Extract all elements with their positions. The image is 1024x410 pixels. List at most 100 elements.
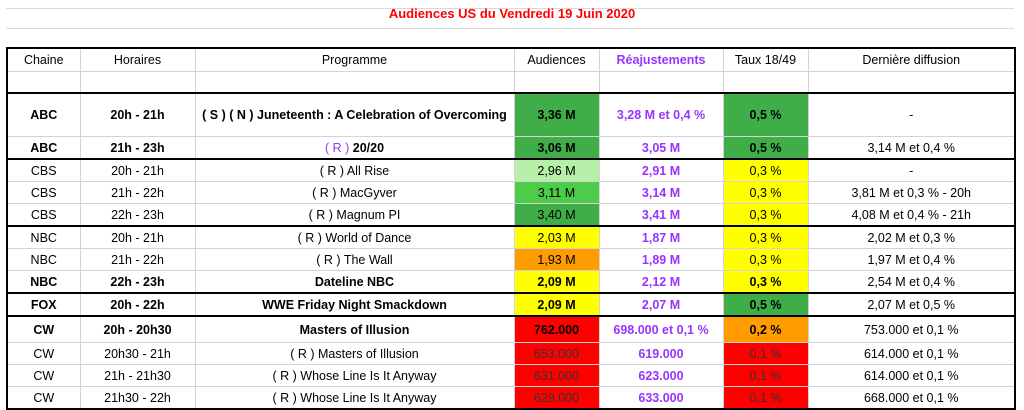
cell-derniere: 2,02 M et 0,3 % — [807, 225, 1016, 249]
cell-taux: 0,3 % — [722, 248, 809, 271]
cell-reajustements: 1,87 M — [598, 225, 724, 249]
table-row: NBC 22h - 23h Dateline NBC 2,09 M 2,12 M… — [6, 270, 1016, 294]
cell-audiences: 653.000 — [513, 342, 600, 365]
cell-reajustements: 1,89 M — [598, 248, 724, 271]
header-reajustements: Réajustements — [598, 47, 724, 72]
cell-audiences: 3,11 M — [513, 181, 600, 204]
cell-derniere: 3,81 M et 0,3 % - 20h — [807, 181, 1016, 204]
cell-programme: ( R ) Magnum PI — [194, 203, 515, 227]
cell-reajustements: 3,28 M et 0,4 % — [598, 92, 724, 137]
cell-chaine: ABC — [6, 92, 81, 137]
audience-table: Chaine Horaires Programme Audiences Réaj… — [6, 47, 1016, 410]
header-horaires: Horaires — [79, 47, 196, 72]
cell-derniere: - — [807, 92, 1016, 137]
header-chaine: Chaine — [6, 47, 81, 72]
cell-programme: ( R ) MacGyver — [194, 181, 515, 204]
cell-programme: ( R ) 20/20 — [194, 136, 515, 160]
cell-chaine: CW — [6, 364, 81, 387]
cell-audiences: 3,06 M — [513, 136, 600, 160]
cell-taux: 0,1 % — [722, 386, 809, 410]
cell-horaires: 22h - 23h — [79, 270, 196, 294]
cell-chaine: CW — [6, 342, 81, 365]
cell-taux: 0,1 % — [722, 364, 809, 387]
cell-programme: Masters of Illusion — [194, 315, 515, 343]
cell-horaires: 20h - 21h — [79, 92, 196, 137]
table-row: NBC 21h - 22h ( R ) The Wall 1,93 M 1,89… — [6, 248, 1016, 271]
cell-taux: 0,3 % — [722, 225, 809, 249]
cell-horaires: 20h30 - 21h — [79, 342, 196, 365]
cell-horaires: 20h - 22h — [79, 292, 196, 317]
cell-derniere: 3,14 M et 0,4 % — [807, 136, 1016, 160]
table-row: CBS 21h - 22h ( R ) MacGyver 3,11 M 3,14… — [6, 181, 1016, 204]
cell-reajustements: 2,07 M — [598, 292, 724, 317]
cell-reajustements: 3,05 M — [598, 136, 724, 160]
cell-reajustements: 698.000 et 0,1 % — [598, 315, 724, 343]
cell-programme: ( R ) All Rise — [194, 158, 515, 182]
cell-reajustements: 2,91 M — [598, 158, 724, 182]
table-row: ABC 20h - 21h ( S ) ( N ) Juneteenth : A… — [6, 92, 1016, 137]
cell-programme: ( R ) The Wall — [194, 248, 515, 271]
cell-audiences: 629.000 — [513, 386, 600, 410]
cell-reajustements: 2,12 M — [598, 270, 724, 294]
cell-programme: Dateline NBC — [194, 270, 515, 294]
sheet-gridlines — [6, 0, 1014, 48]
header-derniere-diffusion: Dernière diffusion — [807, 47, 1016, 72]
cell-chaine: CBS — [6, 158, 81, 182]
cell-taux: 0,3 % — [722, 203, 809, 227]
table-row: CBS 20h - 21h ( R ) All Rise 2,96 M 2,91… — [6, 158, 1016, 182]
cell-taux: 0,2 % — [722, 315, 809, 343]
cell-horaires: 21h - 21h30 — [79, 364, 196, 387]
table-row: CBS 22h - 23h ( R ) Magnum PI 3,40 M 3,4… — [6, 203, 1016, 227]
cell-chaine: CBS — [6, 203, 81, 227]
spacer-row — [6, 71, 1016, 94]
cell-reajustements: 3,14 M — [598, 181, 724, 204]
cell-derniere: 668.000 et 0,1 % — [807, 386, 1016, 410]
cell-programme: ( R ) Masters of Illusion — [194, 342, 515, 365]
cell-programme: ( R ) Whose Line Is It Anyway — [194, 386, 515, 410]
cell-derniere: 2,54 M et 0,4 % — [807, 270, 1016, 294]
table-row: CW 21h - 21h30 ( R ) Whose Line Is It An… — [6, 364, 1016, 387]
cell-chaine: NBC — [6, 270, 81, 294]
cell-chaine: CW — [6, 315, 81, 343]
cell-horaires: 20h - 21h — [79, 158, 196, 182]
cell-reajustements: 619.000 — [598, 342, 724, 365]
cell-horaires: 21h - 22h — [79, 181, 196, 204]
cell-reajustements: 633.000 — [598, 386, 724, 410]
cell-audiences: 3,36 M — [513, 92, 600, 137]
table-row: ABC 21h - 23h ( R ) 20/20 3,06 M 3,05 M … — [6, 136, 1016, 160]
cell-taux: 0,3 % — [722, 270, 809, 294]
cell-audiences: 762.000 — [513, 315, 600, 343]
table-row: CW 20h - 20h30 Masters of Illusion 762.0… — [6, 315, 1016, 343]
programme-title: 20/20 — [352, 140, 385, 155]
cell-audiences: 631.000 — [513, 364, 600, 387]
cell-horaires: 21h - 23h — [79, 136, 196, 160]
cell-reajustements: 3,41 M — [598, 203, 724, 227]
table-row: CW 20h30 - 21h ( R ) Masters of Illusion… — [6, 342, 1016, 365]
cell-taux: 0,1 % — [722, 342, 809, 365]
cell-audiences: 2,09 M — [513, 292, 600, 317]
header-row: Chaine Horaires Programme Audiences Réaj… — [6, 47, 1016, 72]
cell-horaires: 20h - 21h — [79, 225, 196, 249]
cell-taux: 0,5 % — [722, 92, 809, 137]
table-row: NBC 20h - 21h ( R ) World of Dance 2,03 … — [6, 225, 1016, 249]
cell-horaires: 21h - 22h — [79, 248, 196, 271]
cell-taux: 0,5 % — [722, 292, 809, 317]
cell-programme: ( S ) ( N ) Juneteenth : A Celebration o… — [194, 92, 515, 137]
cell-programme: ( R ) World of Dance — [194, 225, 515, 249]
cell-derniere: 614.000 et 0,1 % — [807, 364, 1016, 387]
cell-horaires: 20h - 20h30 — [79, 315, 196, 343]
cell-taux: 0,3 % — [722, 158, 809, 182]
cell-chaine: ABC — [6, 136, 81, 160]
cell-audiences: 2,09 M — [513, 270, 600, 294]
table-row: FOX 20h - 22h WWE Friday Night Smackdown… — [6, 292, 1016, 317]
header-audiences: Audiences — [513, 47, 600, 72]
cell-derniere: 2,07 M et 0,5 % — [807, 292, 1016, 317]
cell-taux: 0,3 % — [722, 181, 809, 204]
cell-horaires: 22h - 23h — [79, 203, 196, 227]
cell-taux: 0,5 % — [722, 136, 809, 160]
table-row: CW 21h30 - 22h ( R ) Whose Line Is It An… — [6, 386, 1016, 410]
header-programme: Programme — [194, 47, 515, 72]
cell-programme: WWE Friday Night Smackdown — [194, 292, 515, 317]
cell-derniere: 4,08 M et 0,4 % - 21h — [807, 203, 1016, 227]
cell-derniere: 753.000 et 0,1 % — [807, 315, 1016, 343]
